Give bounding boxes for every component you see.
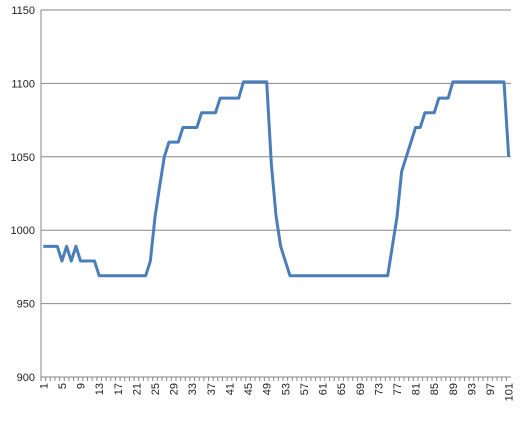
x-tick-label: 81 [411, 383, 423, 395]
x-tick-label: 41 [224, 383, 236, 395]
x-tick-label: 49 [262, 383, 274, 395]
x-tick-label: 37 [206, 383, 218, 395]
x-tick-label: 89 [448, 383, 460, 395]
y-tick-label: 900 [17, 372, 35, 384]
y-tick-label: 950 [17, 299, 35, 311]
x-tick-label: 53 [280, 383, 292, 395]
x-tick-label: 73 [373, 383, 385, 395]
x-tick-label: 77 [392, 383, 404, 395]
x-tick-label: 29 [169, 383, 181, 395]
x-tick-label: 9 [76, 383, 88, 389]
data-line [43, 80, 511, 278]
x-tick-label: 45 [243, 383, 255, 395]
x-tick-label: 101 [504, 383, 516, 401]
x-tick-label: 93 [466, 383, 478, 395]
y-tick-label: 1000 [11, 225, 35, 237]
x-tick-label: 5 [57, 383, 69, 389]
x-tick-label: 65 [336, 383, 348, 395]
y-tick-label: 1050 [11, 152, 35, 164]
x-tick-label: 85 [429, 383, 441, 395]
x-tick-label: 97 [485, 383, 497, 395]
y-tick-label: 1100 [11, 78, 35, 90]
x-tick-label: 21 [131, 383, 143, 395]
y-tick-label: 1150 [11, 5, 35, 17]
x-tick-label: 25 [150, 383, 162, 395]
x-tick-label: 1 [38, 383, 50, 389]
x-tick-label: 61 [318, 383, 330, 395]
x-tick-label: 17 [113, 383, 125, 395]
x-tick-label: 69 [355, 383, 367, 395]
x-tick-label: 33 [187, 383, 199, 395]
x-tick-label: 13 [94, 383, 106, 395]
x-tick-label: 57 [299, 383, 311, 395]
